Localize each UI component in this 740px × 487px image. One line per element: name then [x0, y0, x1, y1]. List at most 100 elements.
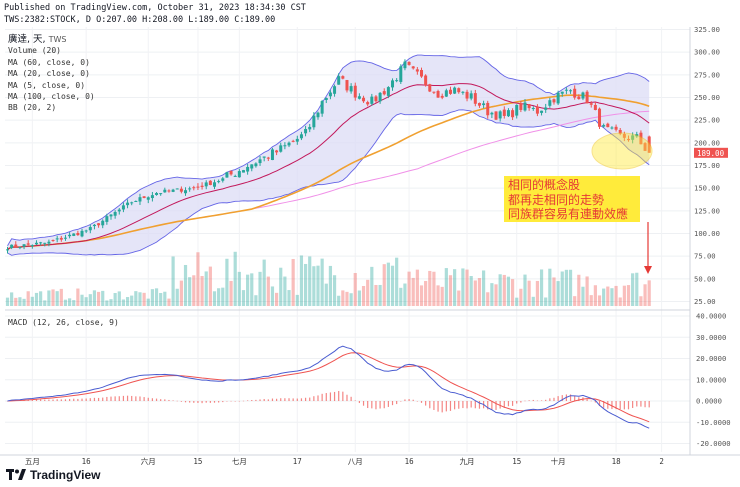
candle	[101, 219, 105, 229]
candle-body	[647, 136, 651, 153]
volume-bar	[531, 296, 535, 306]
candle	[556, 90, 560, 106]
bb-lower-line	[7, 109, 650, 256]
volume-bar	[200, 276, 204, 306]
macd-histogram-bar	[131, 395, 133, 401]
macd-histogram-bar	[267, 399, 269, 401]
legend-macd[interactable]: MACD (12, 26, close, 9)	[8, 318, 119, 327]
macd-histogram-bar	[172, 400, 174, 401]
volume-bar	[51, 289, 55, 306]
candle	[308, 124, 312, 133]
volume-bar	[287, 290, 291, 306]
legend-volume[interactable]: Volume (20)	[8, 46, 61, 56]
candle	[14, 241, 18, 248]
macd-histogram-bar	[553, 397, 555, 401]
volume-bar	[163, 291, 167, 306]
candle	[631, 132, 635, 144]
legend-ma20[interactable]: MA (20, close, 0)	[8, 69, 90, 79]
macd-histogram-bar	[611, 401, 613, 410]
candle	[270, 147, 274, 161]
symbol-title[interactable]: 廣達, 天, TWS	[8, 34, 67, 45]
legend-ma100[interactable]: MA (100, close, 0)	[8, 92, 95, 102]
macd-histogram-bar	[40, 399, 42, 401]
price-tick-label: 75.00	[694, 252, 716, 261]
macd-histogram-bar	[466, 401, 468, 409]
macd-histogram-bar	[590, 400, 592, 402]
candle-body	[577, 96, 581, 100]
candle	[105, 213, 109, 225]
candle-body	[333, 86, 337, 94]
candle	[237, 168, 241, 178]
candle	[47, 239, 51, 247]
macd-histogram-bar	[238, 400, 240, 402]
candle-body	[175, 188, 179, 190]
volume-bar	[399, 287, 403, 306]
legend-ma60[interactable]: MA (60, close, 0)	[8, 57, 90, 67]
volume-bar	[490, 283, 494, 306]
macd-histogram-bar	[35, 399, 38, 401]
macd-histogram-bar	[89, 398, 91, 401]
volume-bar	[196, 252, 200, 306]
macd-histogram-bar	[143, 397, 145, 401]
candle	[266, 156, 270, 162]
price-tick-label: 250.00	[694, 93, 720, 102]
macd-histogram-bar	[263, 399, 265, 401]
candle-body	[18, 247, 22, 249]
volume-bar	[88, 294, 92, 306]
ma60-line	[7, 94, 650, 251]
candle-body	[473, 93, 477, 104]
volume-bar	[43, 300, 47, 306]
date-tick-label: 九月	[460, 457, 475, 466]
macd-histogram-bar	[478, 401, 481, 409]
candle	[482, 100, 486, 109]
candle-body	[10, 244, 14, 248]
volume-bar	[357, 290, 361, 306]
macd-histogram-bar	[437, 401, 439, 412]
candle-body	[370, 96, 374, 104]
macd-histogram-bar	[52, 399, 54, 401]
macd-histogram-bar	[458, 401, 460, 409]
candle-body	[395, 80, 399, 82]
macd-histogram-bar	[615, 401, 617, 410]
volume-bar	[225, 258, 229, 306]
candle	[88, 224, 92, 234]
volume-bar	[59, 288, 63, 306]
legend-ma5[interactable]: MA (5, close, 0)	[8, 80, 86, 90]
candle	[43, 242, 47, 247]
bb-upper-line	[7, 54, 650, 246]
candle-body	[349, 86, 353, 92]
date-tick-label: 五月	[25, 457, 40, 466]
legend-bb[interactable]: BB (20, 2)	[8, 103, 57, 113]
candle	[511, 108, 515, 121]
volume-bar	[469, 276, 473, 306]
volume-bar	[150, 289, 154, 306]
macd-histogram-bar	[429, 401, 431, 409]
volume-bar	[34, 292, 39, 306]
macd-histogram-bar	[296, 398, 298, 401]
candle-body	[635, 134, 639, 137]
macd-histogram-bar	[122, 395, 125, 401]
macd-histogram-bar	[226, 401, 228, 402]
price-tick-label: 25.00	[694, 297, 716, 306]
candle-body	[43, 242, 47, 244]
candle-body	[167, 190, 171, 192]
candle-body	[113, 211, 117, 216]
candle-body	[84, 230, 88, 232]
volume-bar	[320, 258, 324, 306]
candle-body	[432, 91, 436, 93]
candle-body	[477, 102, 481, 106]
volume-bar	[407, 271, 411, 306]
candle-body	[266, 157, 270, 159]
volume-bar	[204, 271, 208, 306]
candle	[63, 234, 67, 241]
volume-bar	[643, 284, 647, 306]
volume-bar	[101, 290, 105, 306]
macd-histogram-bar	[69, 398, 71, 401]
macd-histogram-bar	[110, 396, 112, 401]
candle	[328, 90, 332, 100]
volume-bar	[581, 286, 585, 306]
volume-bar	[237, 271, 241, 306]
macd-histogram-bar	[474, 401, 476, 409]
macd-histogram-bar	[300, 398, 303, 401]
macd-histogram-bar	[251, 400, 253, 401]
